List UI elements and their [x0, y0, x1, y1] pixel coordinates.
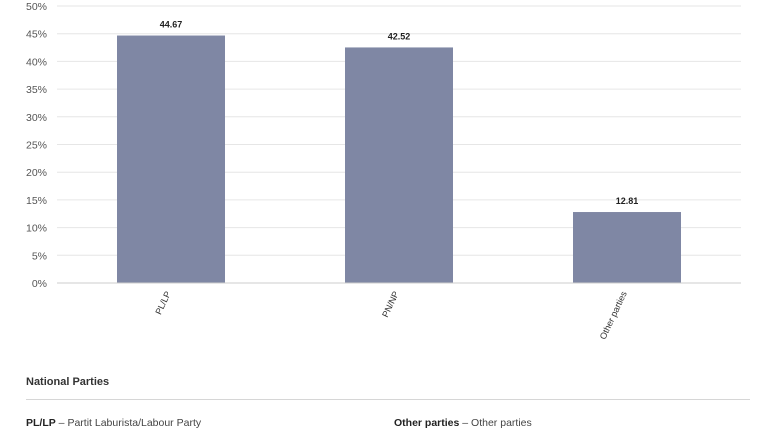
- y-tick-label: 50%: [26, 1, 47, 13]
- data-label: 12.81: [616, 196, 639, 206]
- category-label: PL/LP: [153, 290, 172, 316]
- data-label: 42.52: [388, 31, 411, 41]
- bars: [117, 35, 681, 283]
- legend-entry-other-parties: Other parties – Other parties: [394, 417, 532, 429]
- legend-title: National Parties: [26, 376, 110, 388]
- legend-entry-name: Partit Laburista/Labour Party: [67, 417, 202, 429]
- y-tick-label: 15%: [26, 195, 47, 207]
- data-label: 44.67: [160, 20, 183, 30]
- y-tick-label: 40%: [26, 56, 47, 68]
- bar: [117, 35, 225, 283]
- legend-entry-separator: –: [459, 417, 472, 429]
- y-tick-label: 20%: [26, 167, 47, 179]
- legend-entry-name: Other parties: [471, 417, 532, 429]
- category-label: PN/NP: [380, 290, 401, 319]
- legend-entry-abbr: PL/LP: [26, 417, 56, 429]
- bar: [573, 212, 681, 283]
- y-tick-label: 45%: [26, 29, 47, 41]
- y-tick-label: 25%: [26, 140, 47, 152]
- x-axis-categories: PL/LP PN/NP Other parties: [153, 289, 629, 341]
- data-labels: 44.67 42.52 12.81: [160, 20, 639, 207]
- y-tick-label: 5%: [32, 250, 47, 262]
- y-tick-label: 10%: [26, 223, 47, 235]
- legend-entry-pl-lp: PL/LP – Partit Laburista/Labour Party: [26, 417, 201, 429]
- bar: [345, 47, 453, 283]
- legend-divider: [26, 399, 750, 400]
- category-label: Other parties: [598, 289, 629, 341]
- legend-entry-separator: –: [55, 417, 68, 429]
- y-tick-label: 0%: [32, 278, 47, 290]
- y-tick-label: 30%: [26, 112, 47, 124]
- legend-entry-abbr: Other parties: [394, 417, 460, 429]
- bar-chart: 0% 5% 10% 15% 20% 25% 30% 35% 40% 45% 50% 44.67 42.…: [26, 1, 741, 341]
- y-axis-ticks: 0% 5% 10% 15% 20% 25% 30% 35% 40% 45% 50%: [26, 1, 47, 290]
- y-tick-label: 35%: [26, 84, 47, 96]
